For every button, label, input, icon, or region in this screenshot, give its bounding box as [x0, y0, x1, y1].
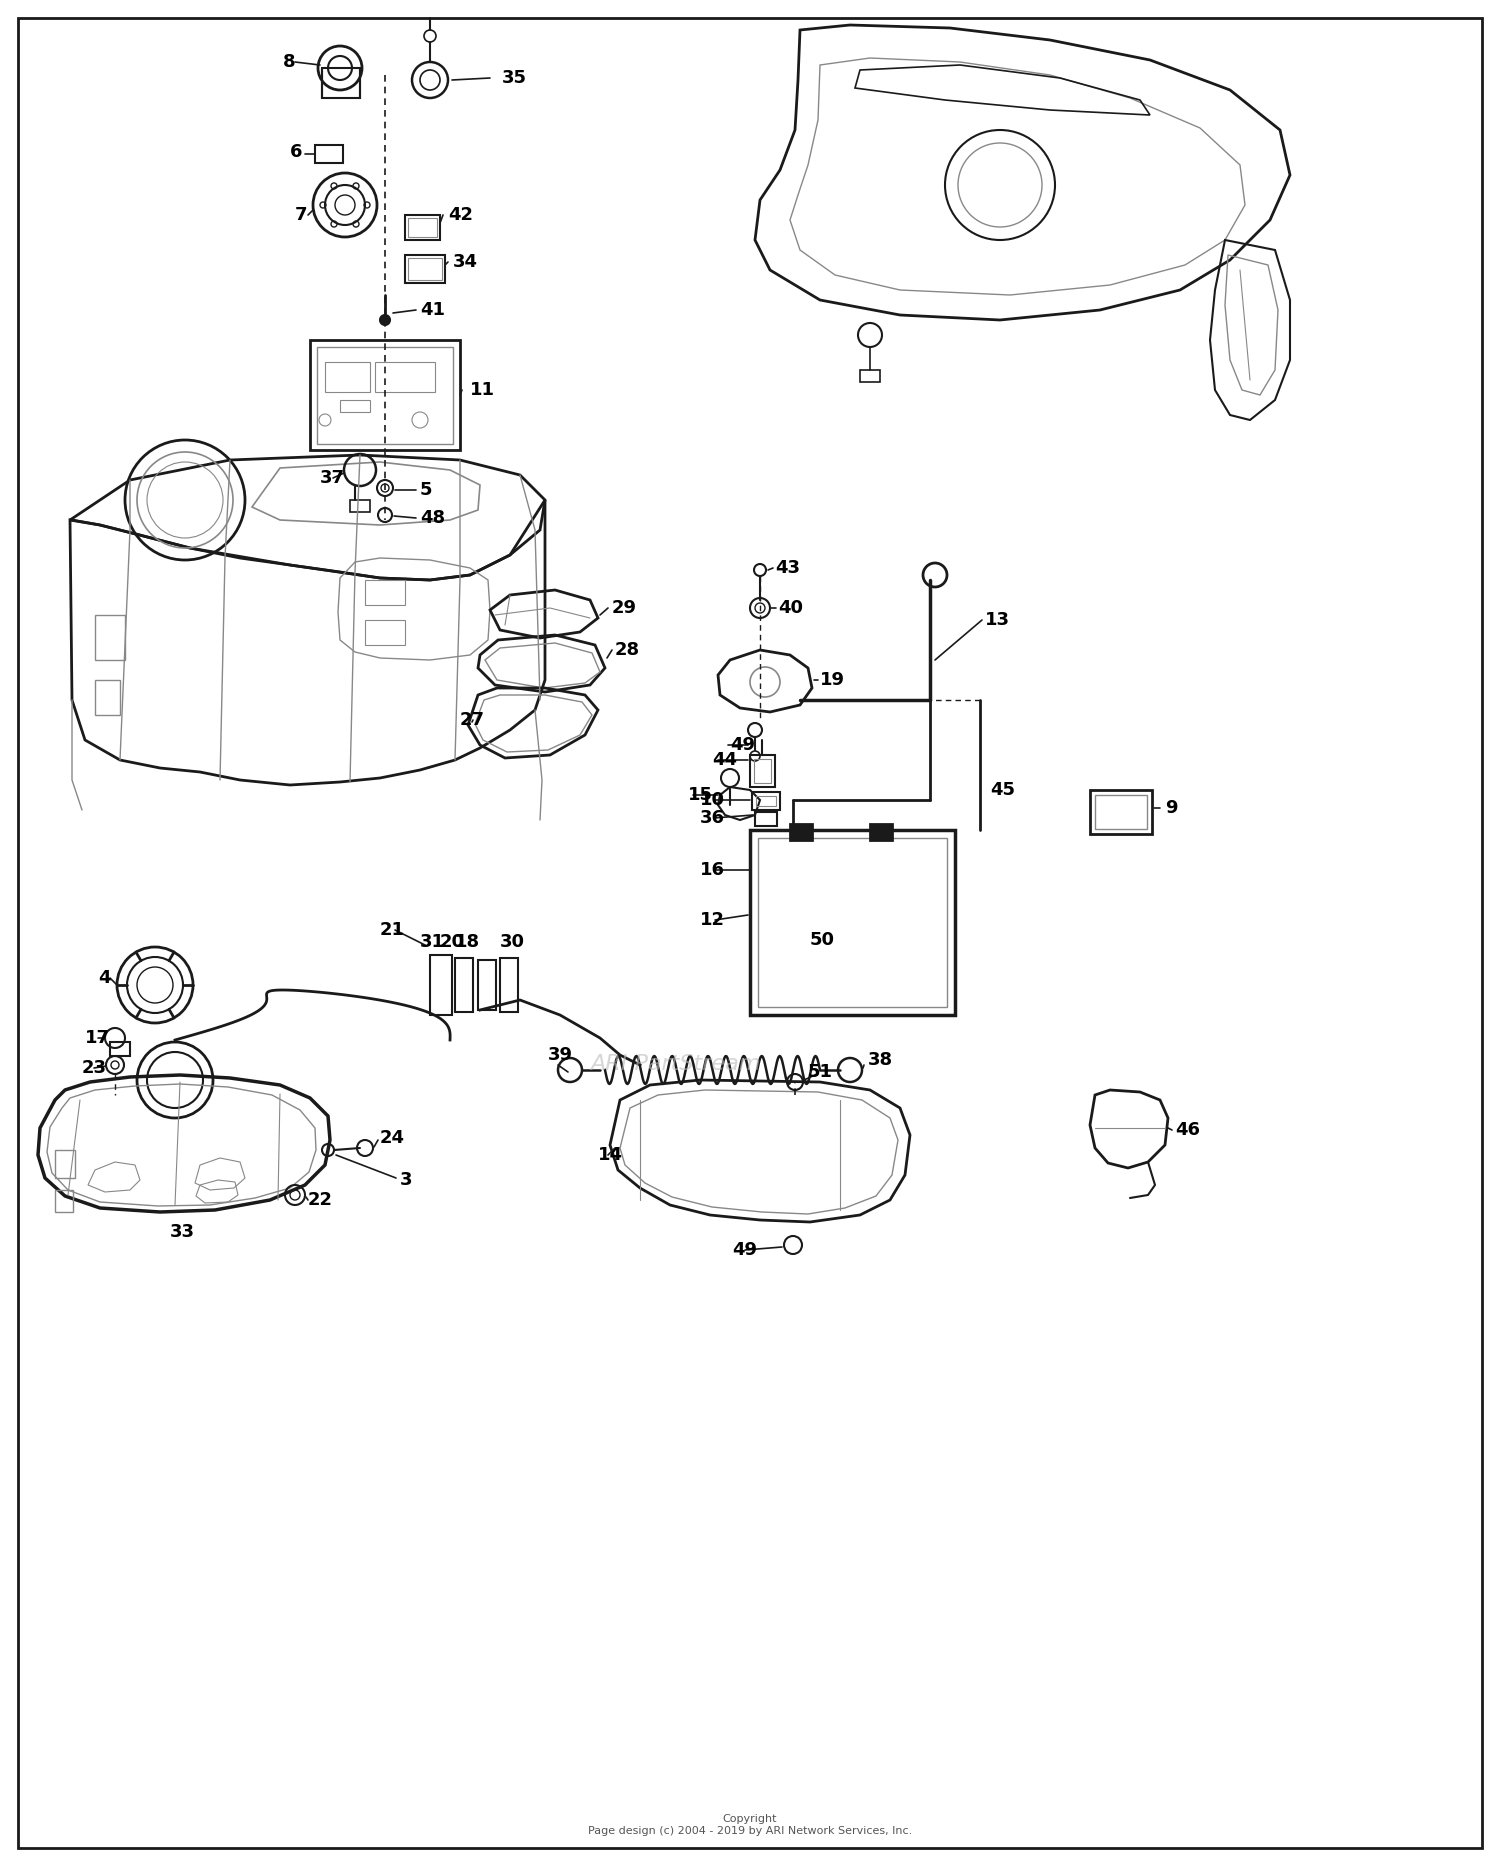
Text: 22: 22	[308, 1191, 333, 1209]
Text: 44: 44	[712, 750, 736, 769]
Text: 28: 28	[615, 642, 640, 659]
Bar	[752, 791, 780, 810]
Text: 12: 12	[700, 911, 724, 929]
Text: 38: 38	[868, 1051, 892, 1069]
Text: 8: 8	[284, 52, 296, 71]
Text: 15: 15	[688, 786, 712, 804]
Text: 3: 3	[400, 1172, 412, 1189]
Bar	[754, 812, 777, 827]
Text: 40: 40	[778, 599, 802, 618]
Bar	[478, 959, 496, 1010]
Bar	[430, 955, 451, 1015]
Text: 27: 27	[460, 711, 484, 730]
Bar	[310, 340, 460, 450]
Bar	[326, 362, 370, 392]
Bar	[94, 679, 120, 715]
Text: 41: 41	[420, 300, 446, 319]
Text: Copyright
Page design (c) 2004 - 2019 by ARI Network Services, Inc.: Copyright Page design (c) 2004 - 2019 by…	[588, 1814, 912, 1836]
Bar	[405, 215, 439, 241]
Text: 16: 16	[700, 860, 724, 879]
Text: 14: 14	[598, 1146, 622, 1164]
Circle shape	[380, 315, 390, 325]
Text: 35: 35	[503, 69, 526, 88]
Text: 24: 24	[380, 1129, 405, 1148]
Text: 18: 18	[454, 933, 480, 952]
Bar	[758, 838, 946, 1008]
Bar	[110, 1041, 130, 1056]
Bar	[405, 256, 445, 284]
Bar	[364, 580, 405, 605]
Text: 51: 51	[808, 1064, 832, 1080]
Text: 49: 49	[732, 1241, 758, 1260]
Text: 45: 45	[990, 782, 1016, 799]
Text: 20: 20	[440, 933, 465, 952]
Bar	[756, 797, 776, 806]
Text: 4: 4	[98, 968, 111, 987]
Text: 6: 6	[290, 144, 303, 160]
Text: 31: 31	[420, 933, 446, 952]
Bar	[316, 347, 453, 444]
Text: 42: 42	[448, 205, 472, 224]
Text: 33: 33	[170, 1222, 195, 1241]
Text: 21: 21	[380, 922, 405, 939]
Text: 19: 19	[821, 672, 844, 689]
Bar	[454, 957, 472, 1011]
Bar	[1095, 795, 1148, 829]
Text: 9: 9	[1166, 799, 1178, 817]
Text: 23: 23	[82, 1060, 106, 1077]
Bar	[56, 1149, 75, 1177]
Bar	[340, 399, 370, 412]
Bar	[408, 258, 442, 280]
Bar	[859, 369, 880, 383]
Bar	[754, 759, 771, 784]
Bar	[315, 146, 344, 162]
Bar	[94, 616, 124, 661]
Bar	[364, 620, 405, 646]
Bar	[870, 825, 892, 840]
Text: 7: 7	[296, 205, 307, 224]
Text: 5: 5	[420, 481, 432, 498]
Bar	[322, 67, 360, 99]
Text: 29: 29	[612, 599, 638, 618]
Text: ARI PartStream: ARI PartStream	[590, 1054, 760, 1073]
Text: 11: 11	[470, 381, 495, 399]
Text: 36: 36	[700, 810, 724, 827]
Text: 46: 46	[1174, 1121, 1200, 1138]
Bar	[750, 756, 776, 787]
Bar	[790, 825, 812, 840]
Text: 43: 43	[776, 560, 800, 577]
Text: 48: 48	[420, 509, 446, 526]
Text: 50: 50	[810, 931, 836, 950]
Bar	[350, 500, 370, 511]
Text: 37: 37	[320, 468, 345, 487]
Bar	[500, 957, 517, 1011]
Text: 34: 34	[453, 254, 478, 271]
Text: 30: 30	[500, 933, 525, 952]
Text: 10: 10	[700, 791, 724, 810]
Bar	[56, 1191, 74, 1213]
Text: 39: 39	[548, 1047, 573, 1064]
Bar	[408, 218, 436, 237]
Bar	[750, 830, 956, 1015]
Bar	[1090, 789, 1152, 834]
Text: 49: 49	[730, 735, 754, 754]
Bar	[375, 362, 435, 392]
Text: 13: 13	[986, 610, 1010, 629]
Text: 17: 17	[86, 1028, 109, 1047]
